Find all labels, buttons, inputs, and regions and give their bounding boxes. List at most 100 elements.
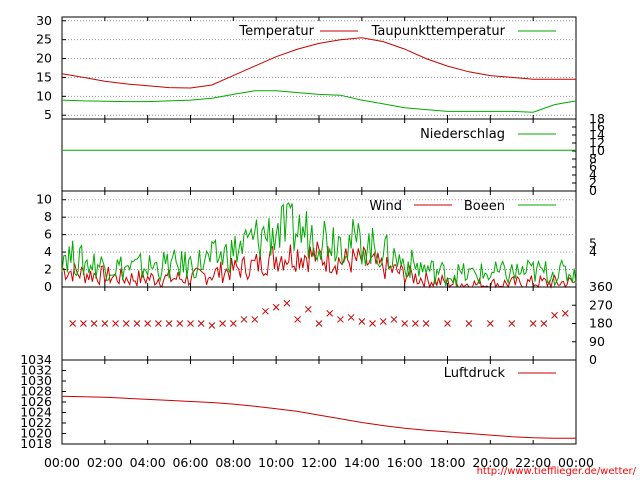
wind-direction-y-ticks: 0 90 180 270 360 <box>572 279 613 367</box>
wind-direction-point <box>444 320 451 327</box>
wind-direction-points <box>69 299 569 329</box>
taupunkt-line <box>61 90 577 113</box>
time-axis: 00:00 02:00 04:00 06:00 08:00 10:00 12:00 14:00… <box>44 17 594 470</box>
temperatur-line <box>61 37 576 89</box>
wind-direction-point <box>508 320 516 327</box>
wind-direction-point <box>122 320 130 327</box>
temperature-y-tick-label: 25 <box>36 32 52 47</box>
wind-direction-point <box>347 314 355 321</box>
pressure-lines <box>61 395 576 439</box>
wind-direction-point <box>101 320 109 327</box>
wind-direction-point <box>251 316 259 323</box>
wind-y-tick-label: 8 <box>44 209 52 224</box>
wind-direction-point <box>337 316 344 323</box>
temperature-y-tick-label: 10 <box>36 88 52 103</box>
pressure-y-tick-label: 1026 <box>20 394 52 409</box>
pressure-y-tick-label: 1022 <box>20 415 52 430</box>
x-tick-label: 00:00 <box>44 455 80 470</box>
x-tick-label: 04:00 <box>130 455 166 470</box>
wind-direction-y-tick-label: 360 <box>589 279 613 294</box>
pressure-y-tick-label: 1018 <box>20 436 52 451</box>
pressure-y-tick-label: 1028 <box>20 384 52 399</box>
pressure-y-tick-label: 1030 <box>20 373 52 388</box>
x-tick-label: 00:00 <box>558 455 594 470</box>
precipitation-y-tick-label: 2 <box>589 175 597 190</box>
wind-direction-point <box>422 320 430 327</box>
precipitation-y-tick-label: 14 <box>589 127 605 142</box>
temperature-y-tick-label: 20 <box>36 51 52 66</box>
wind-direction-point <box>401 320 409 327</box>
temperature-lines <box>61 37 577 113</box>
x-tick-label: 08:00 <box>215 455 251 470</box>
x-tick-label: 20:00 <box>472 455 508 470</box>
precipitation-y-tick-label: 10 <box>589 143 605 158</box>
wind-direction-point <box>561 310 569 317</box>
precipitation-y-tick-label: 8 <box>589 151 597 166</box>
wind-direction-point <box>208 322 216 329</box>
wind-direction-point <box>262 307 269 315</box>
precipitation-y-tick-label: 18 <box>589 111 605 126</box>
precipitation-y-tick-label: 16 <box>589 119 605 134</box>
wind-legend: Wind Boeen <box>369 199 556 214</box>
wind-direction-point <box>229 320 237 327</box>
wind-y-tick-label: 6 <box>44 227 52 242</box>
legend-niederschlag-label: Niederschlag <box>420 127 505 142</box>
x-tick-label: 10:00 <box>258 455 294 470</box>
x-tick-label: 22:00 <box>515 455 551 470</box>
x-tick-label: 06:00 <box>172 455 208 470</box>
wind-direction-point <box>283 299 291 307</box>
wind-direction-point <box>358 318 366 325</box>
temperature-y-tick-label: 5 <box>44 107 52 122</box>
legend-taupunkt-label: Taupunkttemperatur <box>371 24 506 39</box>
precipitation-legend: Niederschlag <box>420 127 556 142</box>
wind-direction-point <box>133 320 141 327</box>
wind-y-tick-label: 10 <box>36 192 52 207</box>
legend-wind-label: Wind <box>369 199 402 214</box>
legend-temperatur-label: Temperatur <box>238 24 314 39</box>
wind-direction-y-tick-label: 0 <box>589 352 597 367</box>
legend-luftdruck-label: Luftdruck <box>444 366 506 381</box>
wind-direction-point <box>304 305 312 313</box>
precipitation-y-tick-label: 12 <box>589 135 605 150</box>
temperature-y-ticks: 5 10 15 20 25 30 <box>36 13 66 122</box>
wind-direction-y-tick-label: 270 <box>589 297 613 312</box>
wind-direction-point <box>551 312 558 319</box>
wind-direction-point <box>219 320 226 327</box>
wind-direction-point <box>379 318 387 325</box>
wind-direction-point <box>540 320 548 327</box>
wind-direction-point <box>187 320 194 327</box>
wind-direction-point <box>69 320 77 327</box>
wind-direction-point <box>465 320 473 327</box>
wind-direction-point <box>176 320 184 327</box>
wind-y-tick-label: 4 <box>44 244 52 259</box>
precipitation-y-tick-label: 0 <box>589 183 597 198</box>
wind-direction-point <box>197 320 205 327</box>
wind-direction-point <box>90 320 98 327</box>
wind-y-tick-label: 0 <box>44 279 52 294</box>
wind-direction-y-tick-label: 90 <box>589 334 605 349</box>
temperature-y-tick-label: 15 <box>36 69 52 84</box>
legend-boeen-label: Boeen <box>464 199 505 214</box>
wind-direction-y-tick-label: 180 <box>589 316 613 331</box>
pressure-y-tick-label: 1032 <box>20 363 52 378</box>
wind-direction-point <box>412 320 419 327</box>
luftdruck-line <box>61 395 576 439</box>
wind-direction-point <box>155 320 162 327</box>
precipitation-y-tick-label: 6 <box>589 159 597 174</box>
pressure-y-tick-label: 1024 <box>20 405 52 420</box>
x-tick-label: 02:00 <box>87 455 123 470</box>
x-tick-label: 16:00 <box>387 455 423 470</box>
wind-direction-point <box>144 320 152 327</box>
wind-direction-point <box>315 320 323 327</box>
pressure-y-tick-label: 1034 <box>20 352 52 367</box>
wind-direction-point <box>112 320 119 327</box>
credit-link[interactable]: http://www.tiefflieger.de/wetter/ <box>477 466 637 477</box>
wind-direction-point <box>369 320 376 327</box>
wind-y-tick-label: 2 <box>44 262 52 277</box>
wind-direction-point <box>390 316 398 323</box>
wind-direction-point <box>240 316 248 323</box>
